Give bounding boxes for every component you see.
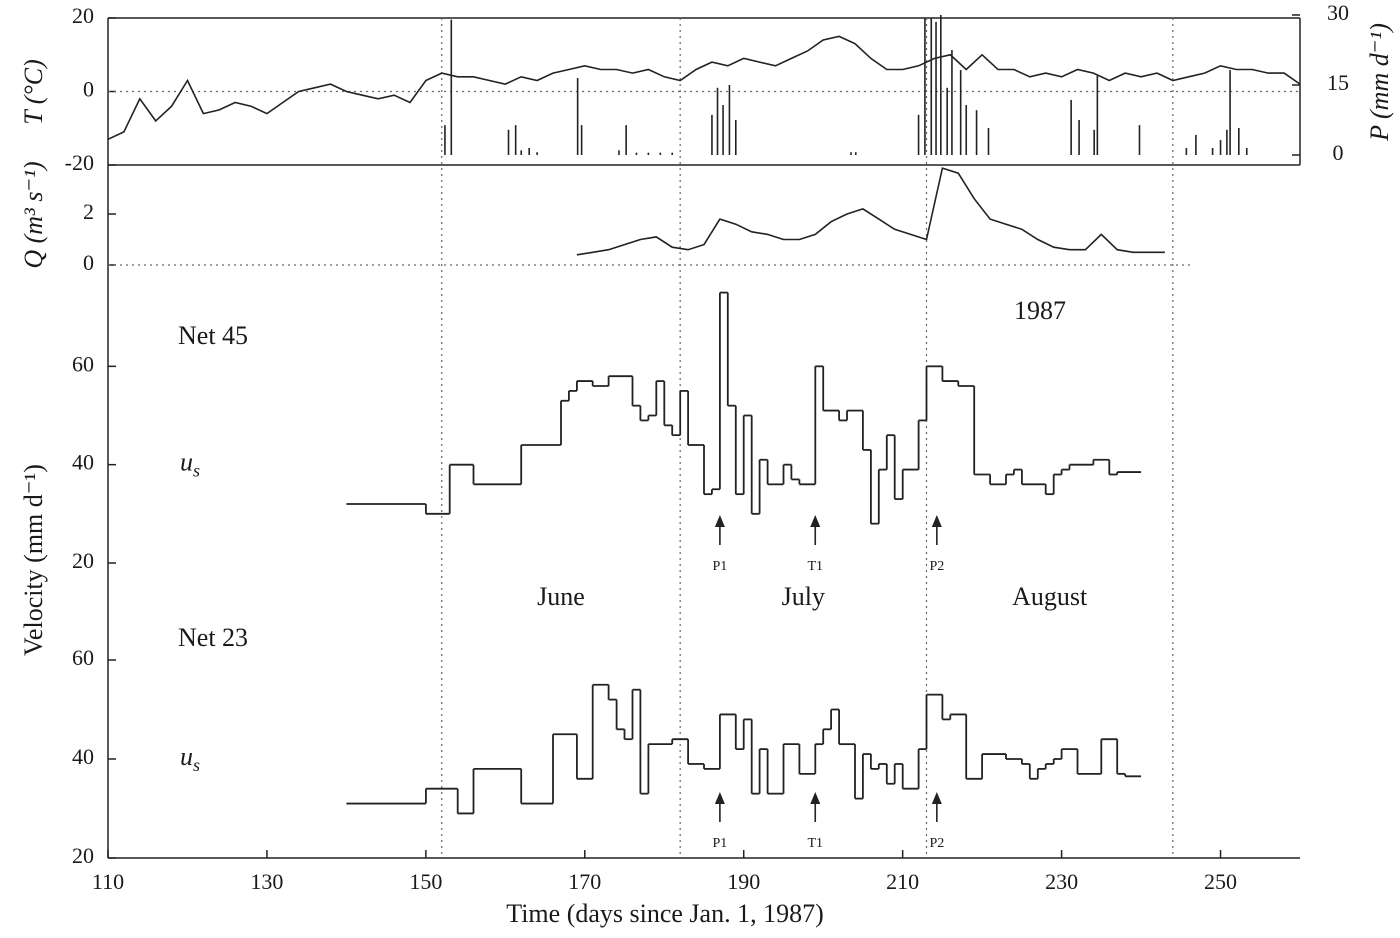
series-label-sub: s: [193, 755, 200, 775]
x-tick-label: 170: [568, 869, 601, 894]
data-line: [576, 167, 1165, 256]
x-tick-label: 150: [409, 869, 442, 894]
arrow-label: T1: [807, 836, 823, 851]
y-tick-label: 60: [72, 645, 94, 670]
y-axis-title: Velocity (mm d⁻¹): [19, 464, 48, 656]
arrow-label: P1: [712, 836, 727, 851]
y-tick-label: 0: [83, 77, 94, 102]
series-label-main: u: [180, 742, 193, 771]
y-tick-label: 0: [83, 250, 94, 275]
y-tick-label: 40: [72, 450, 94, 475]
arrow-head: [810, 792, 821, 804]
y-tick-label: 60: [72, 351, 94, 376]
y2-tick-label: 30: [1327, 0, 1349, 25]
y-tick-label: 20: [72, 548, 94, 573]
y-tick-label: -20: [65, 150, 94, 175]
arrow-head: [714, 792, 725, 804]
arrow-head: [714, 515, 725, 527]
series-label: us: [180, 448, 200, 481]
x-tick-label: 230: [1045, 869, 1078, 894]
y2-axis-title: P (mm d⁻¹): [1365, 23, 1394, 142]
step-riser: [425, 292, 1119, 524]
month-label: June: [537, 582, 585, 611]
series-label-main: u: [180, 448, 193, 477]
y-tick-label: 40: [72, 744, 94, 769]
arrow-label: T1: [807, 559, 823, 574]
series-label-sub: s: [193, 461, 200, 481]
net-label: Net 23: [178, 623, 248, 652]
y-axis-title: T (°C): [19, 59, 48, 125]
data-line: [107, 35, 1301, 141]
x-tick-label: 210: [886, 869, 919, 894]
arrow-head: [931, 515, 942, 527]
arrow-label: P1: [712, 559, 727, 574]
arrow-head: [931, 792, 942, 804]
x-tick-label: 250: [1204, 869, 1237, 894]
x-tick-label: 190: [727, 869, 760, 894]
y2-tick-label: 0: [1333, 140, 1344, 165]
y-tick-label: 2: [83, 199, 94, 224]
arrow-label: P2: [929, 836, 944, 851]
y-axis-title: Q (m³ s⁻¹): [19, 161, 48, 268]
step-riser: [425, 684, 1127, 814]
month-label: July: [782, 582, 825, 611]
y2-tick-label: 15: [1327, 70, 1349, 95]
arrow-label: P2: [929, 559, 944, 574]
series-label: us: [180, 742, 200, 775]
arrow-head: [810, 515, 821, 527]
y-tick-label: 20: [72, 3, 94, 28]
x-axis-title: Time (days since Jan. 1, 1987): [506, 899, 824, 928]
month-label: August: [1012, 582, 1088, 611]
year-label: 1987: [1014, 296, 1066, 325]
net-label: Net 45: [178, 321, 248, 350]
y-tick-label: 20: [72, 843, 94, 868]
x-tick-label: 130: [250, 869, 283, 894]
x-tick-label: 110: [92, 869, 124, 894]
